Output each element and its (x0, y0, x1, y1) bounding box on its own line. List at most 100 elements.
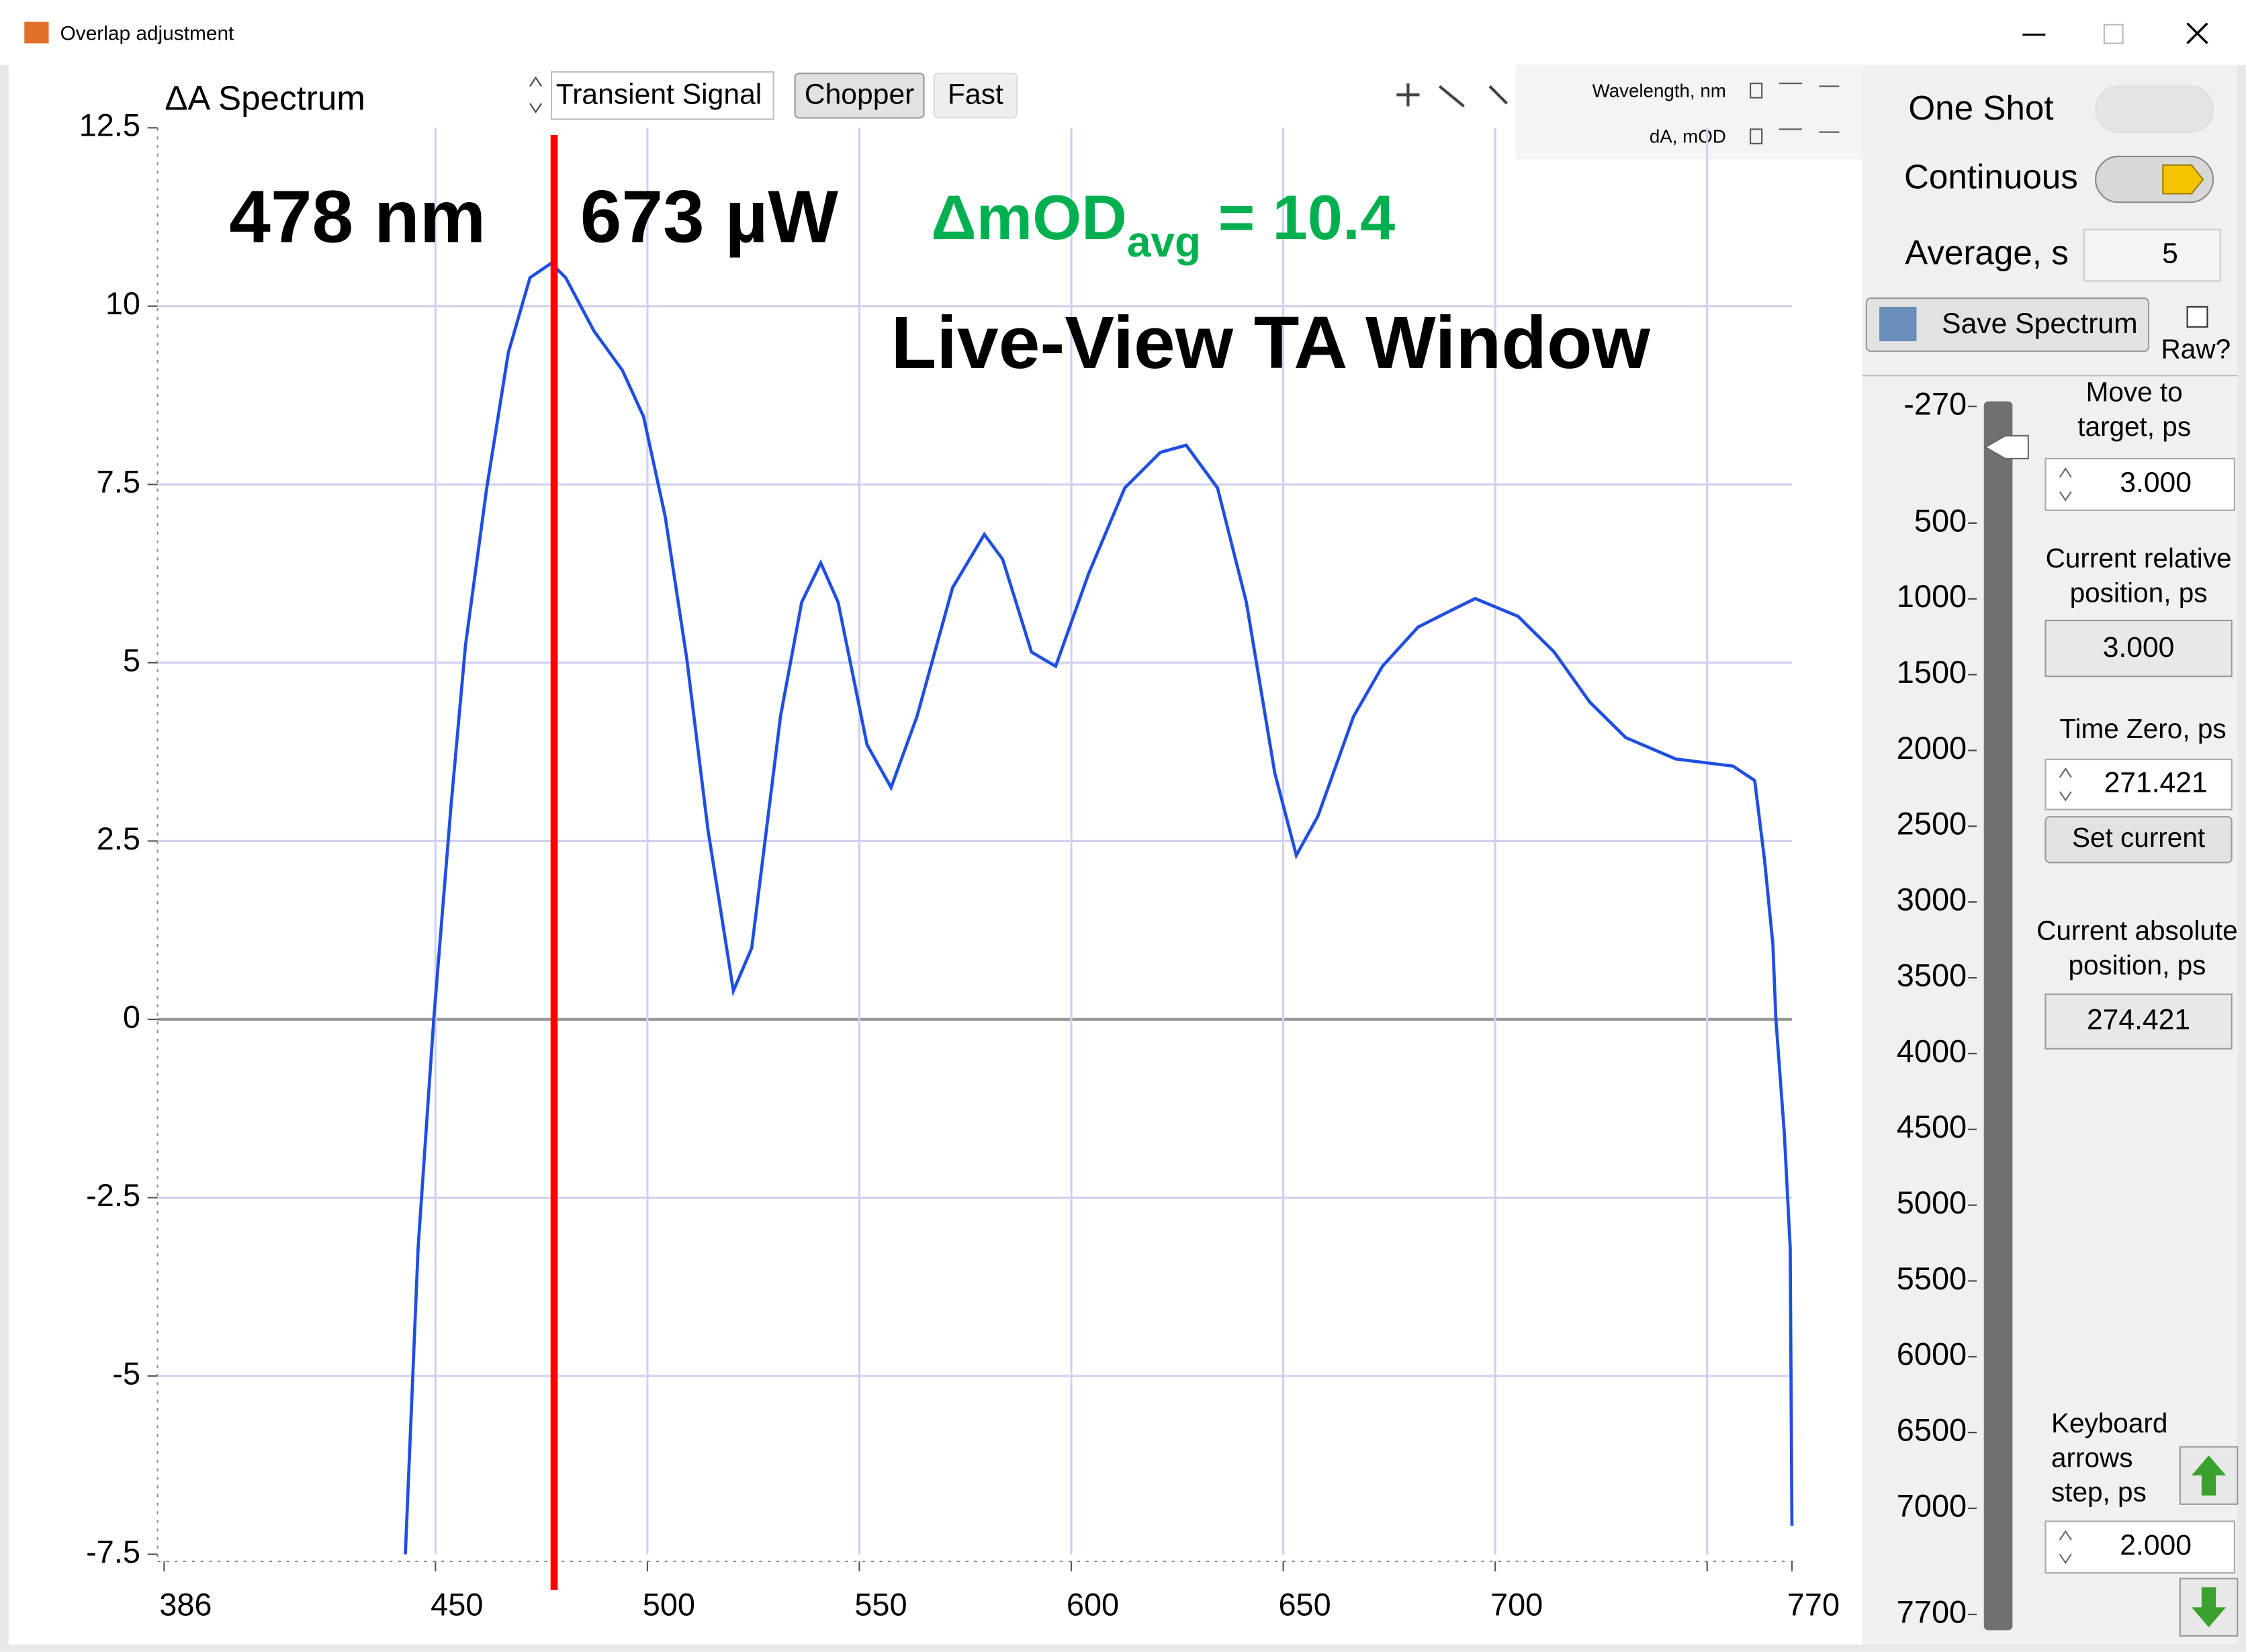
absolute-box (2045, 993, 2233, 1050)
raw-checkbox[interactable] (2186, 306, 2208, 328)
x-tick-label: 450 (431, 1588, 483, 1622)
move-label-line: target, ps (2077, 411, 2191, 442)
y-tick-label: 10 (105, 286, 140, 321)
absolute-label-line: position, ps (2068, 950, 2206, 980)
y-tick-label: 2.5 (97, 821, 140, 856)
data-line (404, 261, 1794, 1555)
slider-tick-label: 1500 (1897, 655, 1967, 690)
slider-tick-label: 2000 (1897, 731, 1967, 766)
y-tick-label: 0 (123, 999, 140, 1034)
average-box[interactable] (2083, 228, 2221, 282)
spinner-arrows[interactable] (2059, 1530, 2072, 1565)
spectrum-mode[interactable]: ΔA Spectrum (165, 79, 365, 117)
slider-tick-label: 500 (1914, 503, 1967, 538)
zero-value-box[interactable] (2045, 758, 2233, 811)
wavelength-label: 478 nm (229, 175, 486, 258)
absolute-value: 274.421 (2087, 1003, 2190, 1036)
slider-tick-label: -270 (1903, 387, 1967, 422)
slider-tick-label: 3000 (1897, 882, 1967, 917)
y-tick-label: 12.5 (79, 108, 140, 143)
x-tick-label: 550 (854, 1588, 907, 1622)
slider-tick-label: 5500 (1897, 1261, 1967, 1296)
move-value-box[interactable] (2045, 457, 2236, 511)
mode-spinner[interactable] (529, 76, 543, 113)
step-value-box[interactable] (2045, 1520, 2236, 1574)
save-button[interactable] (1865, 297, 2150, 353)
relative-label-line: Current relative (2046, 543, 2232, 573)
move-value[interactable]: 3.000 (2120, 467, 2192, 499)
signal-value: = 10.4 (1218, 182, 1395, 253)
continuous-label[interactable]: Continuous (1904, 158, 2078, 196)
save-icon (1879, 306, 1917, 342)
chart-title: Live-View TA Window (891, 302, 1651, 384)
slider-tick-label: 3500 (1897, 958, 1967, 993)
x-tick-label: 500 (643, 1588, 695, 1622)
fast-label[interactable]: Fast (948, 79, 1003, 111)
slider-tick-label: 5000 (1897, 1185, 1967, 1220)
zero-label: Time Zero, ps (2059, 713, 2226, 744)
x-tick-label: 770 (1787, 1588, 1840, 1622)
spinner-arrows[interactable] (2059, 767, 2072, 802)
x-tick-label: 386 (159, 1588, 212, 1622)
save-label[interactable]: Save Spectrum (1942, 308, 2138, 340)
y-tick-label: -7.5 (86, 1534, 140, 1569)
absolute-label-line: Current absolute (2036, 915, 2238, 946)
signal-box[interactable] (551, 71, 774, 120)
slider-thumb[interactable] (1983, 434, 2029, 460)
fast-button[interactable] (933, 73, 1018, 119)
step-label-line: step, ps (2051, 1477, 2147, 1508)
y-tick-label: -2.5 (86, 1178, 140, 1213)
close-button[interactable] (2186, 22, 2208, 44)
readout-icons[interactable] (1750, 83, 1840, 144)
title-bar (0, 0, 2246, 65)
signal-readout: ΔmODavg = 10.4 (931, 182, 1395, 266)
chopper-button[interactable] (794, 73, 925, 119)
toolbar-icons[interactable] (1396, 83, 1509, 107)
slider-tick-label: 7700 (1897, 1594, 1967, 1629)
slider-tick-label: 7000 (1897, 1488, 1967, 1523)
spinner-arrows[interactable] (2059, 467, 2072, 502)
relative-box (2045, 619, 2233, 678)
slider-tick-label: 4500 (1897, 1109, 1967, 1144)
move-label-line: Move to (2086, 377, 2183, 408)
zero-value[interactable]: 271.421 (2104, 766, 2208, 798)
step-label-line: arrows (2051, 1442, 2133, 1473)
y-readout: dA, mOD (1650, 126, 1726, 147)
one-shot-toggle[interactable] (2095, 85, 2214, 133)
slider-tick-label: 6000 (1897, 1337, 1967, 1372)
step-label-line: Keyboard (2051, 1408, 2167, 1438)
chopper-label[interactable]: Chopper (805, 79, 915, 111)
slider-tick-label: 4000 (1897, 1034, 1967, 1068)
slider-track[interactable] (1983, 401, 2013, 1631)
average-value[interactable]: 5 (2162, 237, 2178, 269)
slider-tick-label: 6500 (1897, 1413, 1967, 1448)
y-tick-label: 7.5 (97, 465, 140, 500)
set-current-button[interactable] (2045, 816, 2233, 864)
plot-panel (8, 64, 1862, 1645)
slider-tick-label: 2500 (1897, 807, 1967, 841)
one-shot-label[interactable]: One Shot (1908, 89, 2053, 127)
slider-scale: -270 500 1000 1500 2000 2500 3000 3500 4000 4500 5… (1897, 387, 2029, 1629)
set-current-label[interactable]: Set current (2072, 822, 2205, 853)
y-tick-label: 5 (123, 643, 140, 678)
signal-label: ΔmOD (931, 182, 1127, 253)
y-tick-label: -5 (112, 1356, 140, 1391)
average-label: Average, s (1905, 234, 2069, 272)
plot: 12.5 10 7.5 5 2.5 0 -2.5 -5 -7.5 386 450 500 550 600 6… (79, 108, 1840, 1622)
x-tick-label: 700 (1490, 1588, 1543, 1622)
power-label: 673 µW (580, 175, 839, 258)
step-value[interactable]: 2.000 (2120, 1529, 2192, 1561)
signal-select[interactable]: Transient Signal (556, 79, 762, 111)
readout-box (1515, 64, 1862, 160)
window-title: Overlap adjustment (60, 23, 234, 45)
maximize-button[interactable] (2103, 24, 2124, 44)
relative-label-line: position, ps (2070, 577, 2208, 608)
raw-label[interactable]: Raw? (2161, 334, 2231, 365)
x-tick-label: 650 (1278, 1588, 1331, 1622)
signal-subscript: avg (1127, 218, 1201, 266)
x-tick-label: 600 (1067, 1588, 1119, 1622)
slider-tick-label: 1000 (1897, 579, 1967, 614)
